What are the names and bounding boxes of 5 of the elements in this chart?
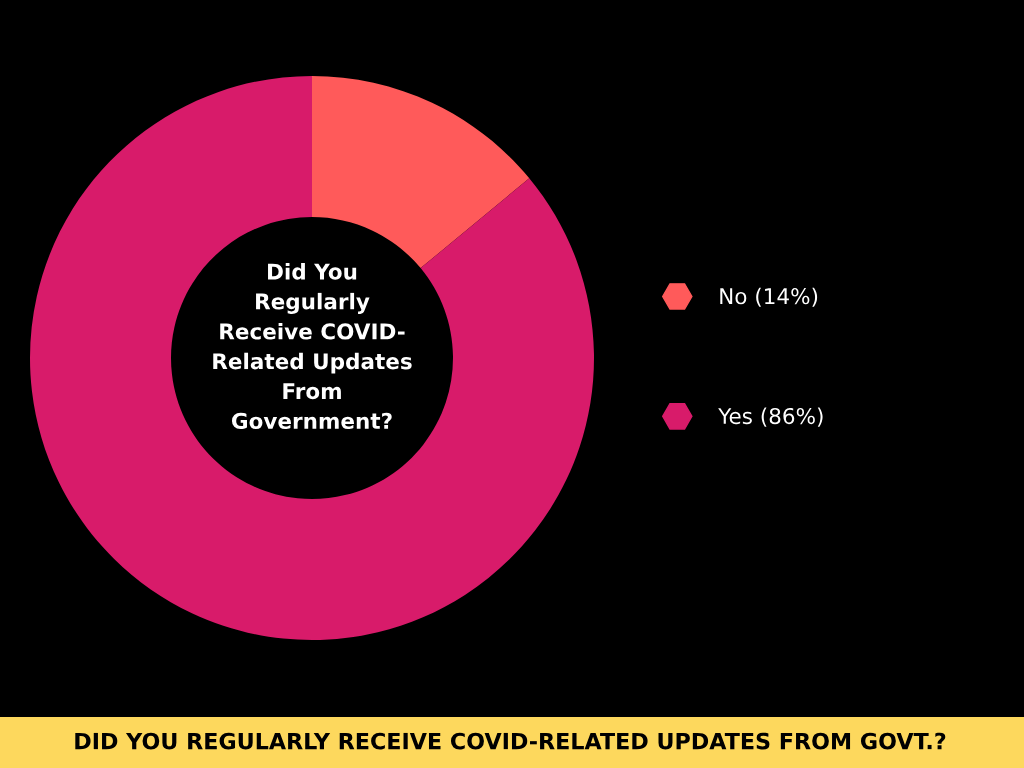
donut-slice: [30, 76, 594, 640]
text: DID YOU REGULARLY RECEIVE COVID-RELATED UPDATES FROM GOVT.?: [75, 732, 946, 750]
legend-label: Yes (86%): [718, 407, 823, 427]
text: Did You Regularly Receive COVID- Related Updates From Government?: [213, 263, 412, 430]
legend-label: No (14%): [720, 287, 818, 307]
